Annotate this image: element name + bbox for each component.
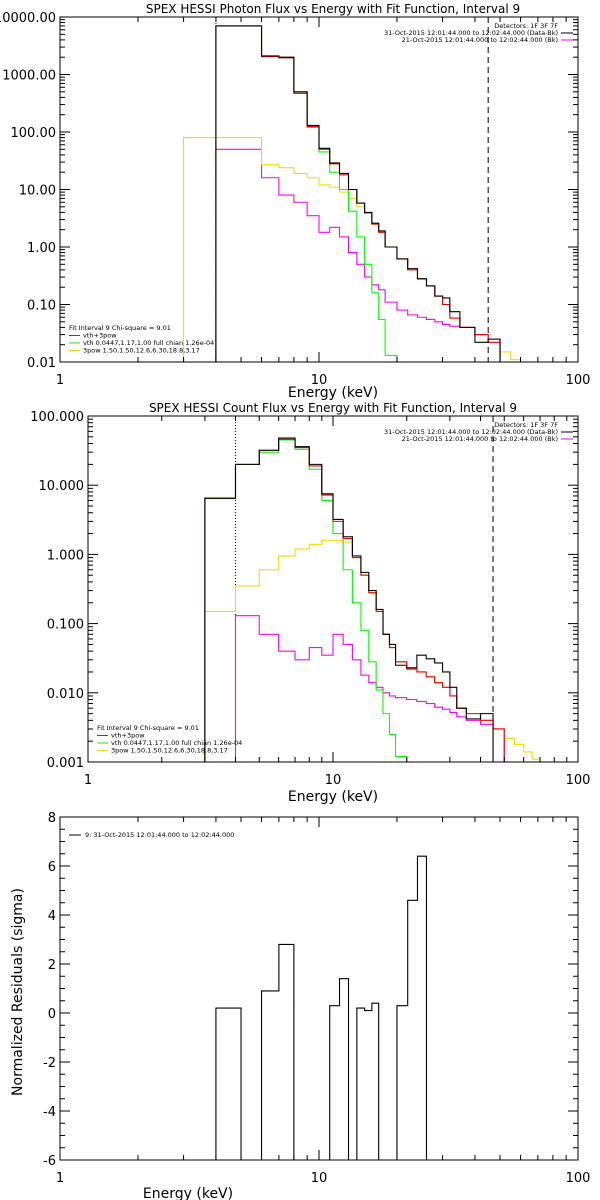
photon-flux-ytick-label: 10.00 [19, 184, 56, 199]
residuals-xlabel: Energy (keV) [143, 1186, 233, 1200]
photon-flux-legend-top-right-entry: 31-Oct-2015 12:01:44.000 to 12:02:44.000… [384, 29, 558, 37]
count-flux-series-bk [234, 615, 505, 762]
count-flux-ytick-label: 100.000 [30, 410, 84, 425]
residuals-ytick-label: 0 [48, 1007, 56, 1022]
count-flux-panel: SPEX HESSI Count Flux vs Energy with Fit… [30, 401, 590, 805]
photon-flux-legend-bottom-left-entry: Fit Interval 9 Chi-square = 9.01 [69, 324, 171, 332]
photon-flux-ytick-label: 100.00 [11, 126, 57, 141]
residuals-ytick-label: -6 [43, 1154, 56, 1169]
residuals-ytick-label: 6 [48, 860, 56, 875]
residuals-legend-top-left-entry: 9: 31-Oct-2015 12:01:44.000 to 12:02:44.… [85, 831, 234, 839]
photon-flux-xtick-label: 1 [56, 373, 64, 388]
photon-flux-legend-top-right-entry: Detectors: 1F 3F 7F [494, 22, 558, 30]
photon-flux-series-bk [215, 148, 501, 362]
photon-flux-ytick-label: 1000.00 [2, 69, 56, 84]
residuals-xtick-label: 10 [311, 1171, 328, 1186]
photon-flux-panel: SPEX HESSI Photon Flux vs Energy with Fi… [0, 2, 590, 401]
residuals-xtick-label: 100 [566, 1171, 591, 1186]
residuals-ytick-label: -4 [43, 1105, 56, 1120]
residuals-series-residual [215, 855, 428, 1160]
residuals-ytick-label: 2 [48, 958, 56, 973]
count-flux-ytick-label: 10.000 [39, 479, 85, 494]
count-flux-xtick-label: 100 [566, 773, 591, 788]
residuals-panel: 1 10 100 8 6 4 2 0 -2 -4 -6 9: 31-Oct-2015 12:01:44… [10, 811, 590, 1200]
count-flux-series-data-bk [204, 437, 494, 762]
photon-flux-title: SPEX HESSI Photon Flux vs Energy with Fi… [146, 2, 520, 16]
residuals-ytick-label: 4 [48, 909, 56, 924]
count-flux-legend-top-right-entry: Detectors: 1F 3F 7F [494, 421, 558, 429]
photon-flux-plot-area: 1 10 100 10000.00 1000.00 100.00 10.00 1.00 0.10… [0, 11, 590, 388]
photon-flux-legend-bottom-left-entry: 3pow 1.50,1.50,12.6,6.30,18.8,3.17 [83, 347, 200, 355]
count-flux-ytick-label: 0.100 [47, 618, 84, 633]
photon-flux-legend-bottom-left-entry: vth 0.0447,1.17,1.00 full chian 1.26e-04 [83, 339, 214, 347]
residuals-ylabel: Normalized Residuals (sigma) [10, 888, 26, 1096]
photon-flux-xtick-label: 100 [566, 373, 591, 388]
count-flux-xtick-label: 10 [325, 773, 342, 788]
count-flux-series-layer [204, 416, 541, 762]
count-flux-xlabel: Energy (keV) [288, 789, 378, 805]
count-flux-legend-bottom-left-entry: vth+3pow [111, 732, 145, 740]
photon-flux-series-layer [183, 17, 522, 362]
photon-flux-legend-top-right-entry: 21-Oct-2015 12:01:44.000 to 12:02:44.000… [402, 36, 558, 44]
photon-flux-xlabel: Energy (keV) [288, 385, 378, 401]
count-flux-title: SPEX HESSI Count Flux vs Energy with Fit… [149, 401, 517, 415]
count-flux-legend-bottom-left-entry: Fit Interval 9 Chi-square = 9.01 [97, 724, 199, 732]
residuals-plot-area: 1 10 100 8 6 4 2 0 -2 -4 -6 9: 31-Oct-2015 12:01:44… [43, 811, 590, 1186]
count-flux-plot-area: 1 10 100 100.000 10.000 1.000 0.100 0.010 0.001 D… [30, 410, 590, 788]
count-flux-legend-bottom-left-entry: vth 0.0447,1.17,1.00 full chian 1.26e-04 [111, 739, 242, 747]
residuals-series-layer [215, 855, 428, 1160]
photon-flux-ytick-label: 1.00 [27, 241, 56, 256]
residuals-ytick-label: 8 [48, 811, 56, 826]
count-flux-ytick-label: 0.010 [47, 687, 84, 702]
count-flux-ytick-label: 0.001 [47, 756, 84, 771]
photon-flux-series-data-bk [215, 25, 501, 362]
photon-flux-ytick-label: 0.10 [27, 299, 56, 314]
count-flux-legend-bottom-left-entry: 3pow 1.50,1.50,12.6,6.30,18.8,3.17 [111, 747, 228, 755]
count-flux-xtick-label: 1 [84, 773, 92, 788]
count-flux-series-vth [204, 439, 408, 762]
photon-flux-ytick-label: 10000.00 [0, 11, 56, 26]
photon-flux-legend-bottom-left-entry: vth+3pow [83, 332, 117, 340]
photon-flux-ytick-label: 0.01 [27, 356, 56, 371]
residuals-xtick-label: 1 [56, 1171, 64, 1186]
count-flux-legend-top-right-entry: 31-Oct-2015 12:01:44.000 to 12:02:44.000… [384, 428, 558, 436]
count-flux-legend-top-right-entry: 21-Oct-2015 12:01:44.000 to 12:02:44.000… [402, 435, 558, 443]
photon-flux-xtick-label: 10 [311, 373, 328, 388]
count-flux-ytick-label: 1.000 [47, 548, 84, 563]
residuals-ytick-label: -2 [43, 1056, 56, 1071]
